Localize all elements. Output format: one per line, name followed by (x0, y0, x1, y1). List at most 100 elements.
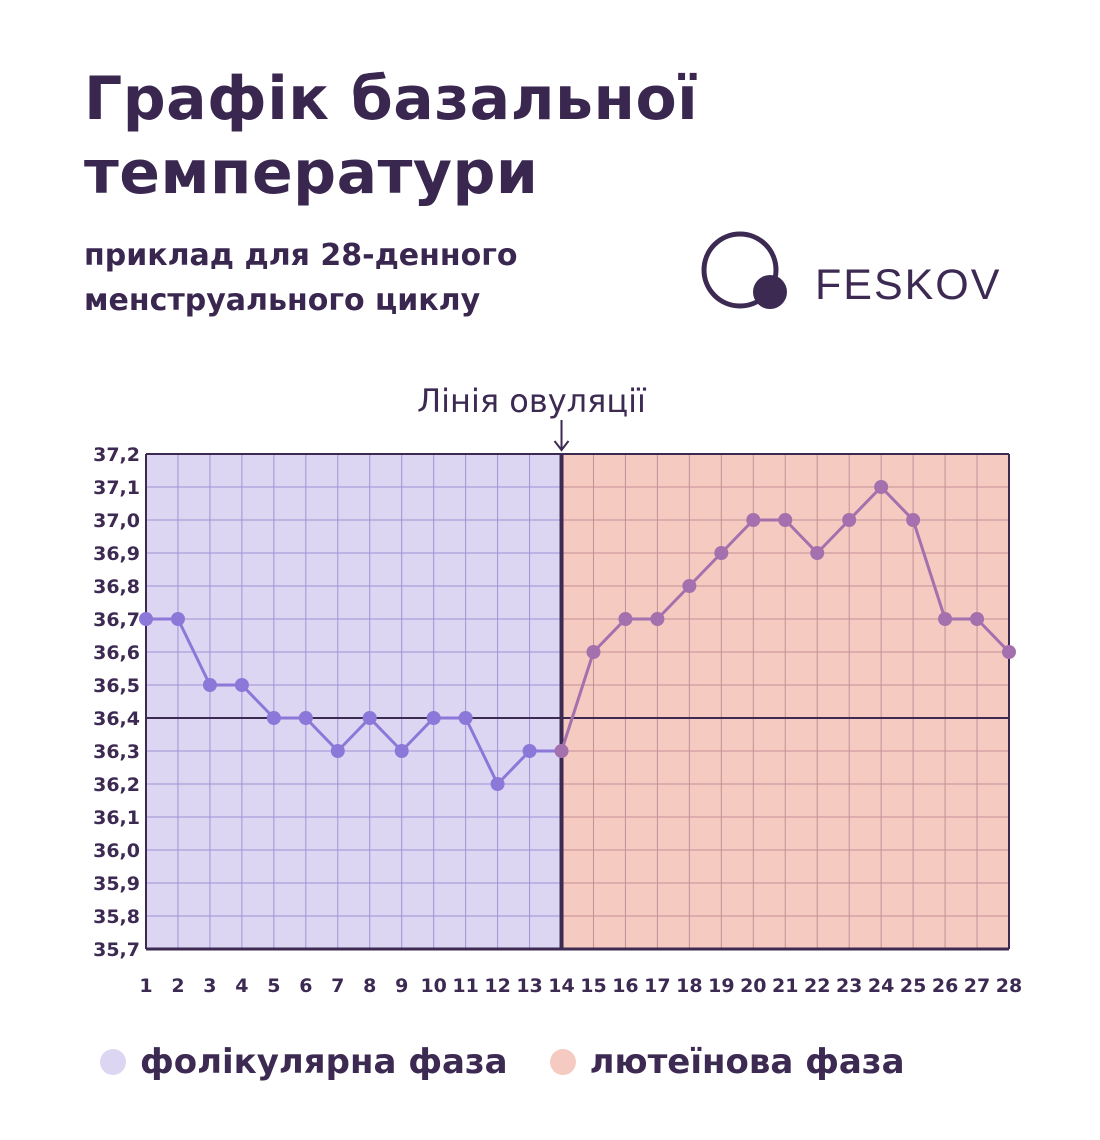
data-point (746, 513, 761, 527)
page-title: Графік базальної температури (84, 62, 698, 210)
y-tick-label: 36,4 (93, 708, 140, 730)
follicular-swatch (100, 1049, 126, 1075)
y-tick-label: 36,1 (93, 807, 140, 829)
ovulation-label: Лінія овуляції (417, 382, 647, 420)
x-tick-label: 11 (452, 975, 478, 997)
x-tick-label: 18 (676, 975, 702, 997)
x-tick-label: 25 (900, 975, 926, 997)
x-tick-label: 10 (420, 975, 446, 997)
data-point (554, 744, 569, 758)
x-tick-label: 20 (740, 975, 766, 997)
x-tick-label: 6 (299, 975, 312, 997)
y-tick-label: 35,8 (93, 906, 140, 928)
x-tick-label: 17 (644, 975, 670, 997)
y-tick-label: 37,1 (93, 477, 140, 499)
x-tick-label: 13 (516, 975, 542, 997)
follicular-phase-region (146, 454, 562, 949)
x-tick-label: 4 (235, 975, 248, 997)
brand-logo: FESKOV (700, 228, 1020, 314)
data-point (938, 612, 953, 626)
data-point (650, 612, 665, 626)
series-segment (911, 518, 947, 621)
data-point (362, 711, 377, 725)
y-tick-label: 36,6 (93, 642, 140, 664)
data-point (426, 711, 441, 725)
series-segment (687, 551, 723, 588)
series-segment (336, 716, 372, 753)
data-point (298, 711, 313, 725)
data-point (810, 546, 825, 560)
series-segment (560, 650, 595, 753)
x-tick-label: 16 (612, 975, 638, 997)
data-point (266, 711, 281, 725)
data-point (234, 678, 249, 692)
data-point (618, 612, 633, 626)
data-point (714, 546, 729, 560)
y-tick-label: 36,3 (93, 741, 140, 763)
y-tick-label: 36,8 (93, 576, 140, 598)
series-segment (368, 716, 404, 753)
x-tick-label: 8 (363, 975, 376, 997)
page-subtitle: приклад для 28-денного менструального ци… (84, 233, 518, 323)
x-tick-label: 28 (996, 975, 1022, 997)
x-tick-label: 19 (708, 975, 734, 997)
y-tick-label: 35,7 (93, 939, 140, 961)
y-tick-labels: 37,2 37,1 37,0 36,9 36,8 36,7 36,6 36,5 36,4 36,3… (93, 444, 140, 961)
data-point (778, 513, 793, 527)
data-point (170, 612, 185, 626)
x-tick-label: 26 (932, 975, 958, 997)
data-point (682, 579, 697, 593)
series-segment (464, 716, 500, 786)
data-point (586, 645, 601, 659)
data-point (139, 612, 153, 626)
series-segment (719, 518, 755, 555)
x-tick-label: 14 (548, 975, 574, 997)
subtitle-line-1: приклад для 28-денного (84, 238, 518, 273)
data-point (874, 480, 889, 494)
series-segment (815, 518, 851, 555)
legend-item-follicular: фолікулярна фаза (100, 1042, 508, 1082)
x-tick-label: 24 (868, 975, 894, 997)
data-point (1002, 645, 1016, 659)
y-tick-label: 36,9 (93, 543, 140, 565)
y-tick-label: 37,0 (93, 510, 140, 532)
series-segment (240, 683, 276, 720)
x-tick-label: 21 (772, 975, 798, 997)
series-segment (496, 749, 532, 786)
temperature-points (139, 480, 1016, 791)
series-segment (879, 485, 915, 522)
x-tick-label: 3 (203, 975, 216, 997)
series-segment (304, 716, 340, 753)
data-point (202, 678, 217, 692)
series-segment (975, 617, 1011, 654)
x-tick-label: 27 (964, 975, 990, 997)
title-line-2: температури (84, 138, 539, 208)
ovulation-arrowhead-icon (553, 440, 570, 452)
data-point (458, 711, 473, 725)
legend-item-luteal: лютеїнова фаза (549, 1042, 905, 1082)
x-tick-label: 12 (484, 975, 510, 997)
y-tick-label: 35,9 (93, 873, 140, 895)
y-tick-label: 36,2 (93, 774, 140, 796)
data-point (394, 744, 409, 758)
x-tick-labels: 1 2 3 4 5 6 7 8 9 10 11 12 13 14 15 16 17 18 19 20 21 22 23 24 2… (139, 975, 1022, 997)
title-line-1: Графік базальної (84, 64, 699, 134)
y-tick-label: 36,7 (93, 609, 140, 631)
x-tick-label: 7 (331, 975, 344, 997)
series-segment (400, 716, 436, 753)
series-segment (655, 584, 691, 621)
chart-legend: фолікулярна фаза лютеїнова фаза (100, 1040, 947, 1084)
series-segment (176, 617, 212, 687)
y-tick-label: 36,5 (93, 675, 140, 697)
basal-temperature-chart: Лінія овуляції37,237,137,036,936,836,736… (93, 382, 1022, 997)
luteal-swatch (549, 1049, 576, 1075)
y-tick-label: 37,2 (93, 444, 140, 466)
legend-label-follicular: фолікулярна фаза (140, 1042, 508, 1082)
data-point (906, 513, 921, 527)
x-tick-label: 9 (395, 975, 408, 997)
x-tick-label: 23 (836, 975, 862, 997)
legend-label-luteal: лютеїнова фаза (589, 1042, 905, 1082)
x-tick-label: 1 (139, 975, 152, 997)
brand-name: FESKOV (815, 261, 1002, 309)
x-tick-label: 2 (171, 975, 184, 997)
